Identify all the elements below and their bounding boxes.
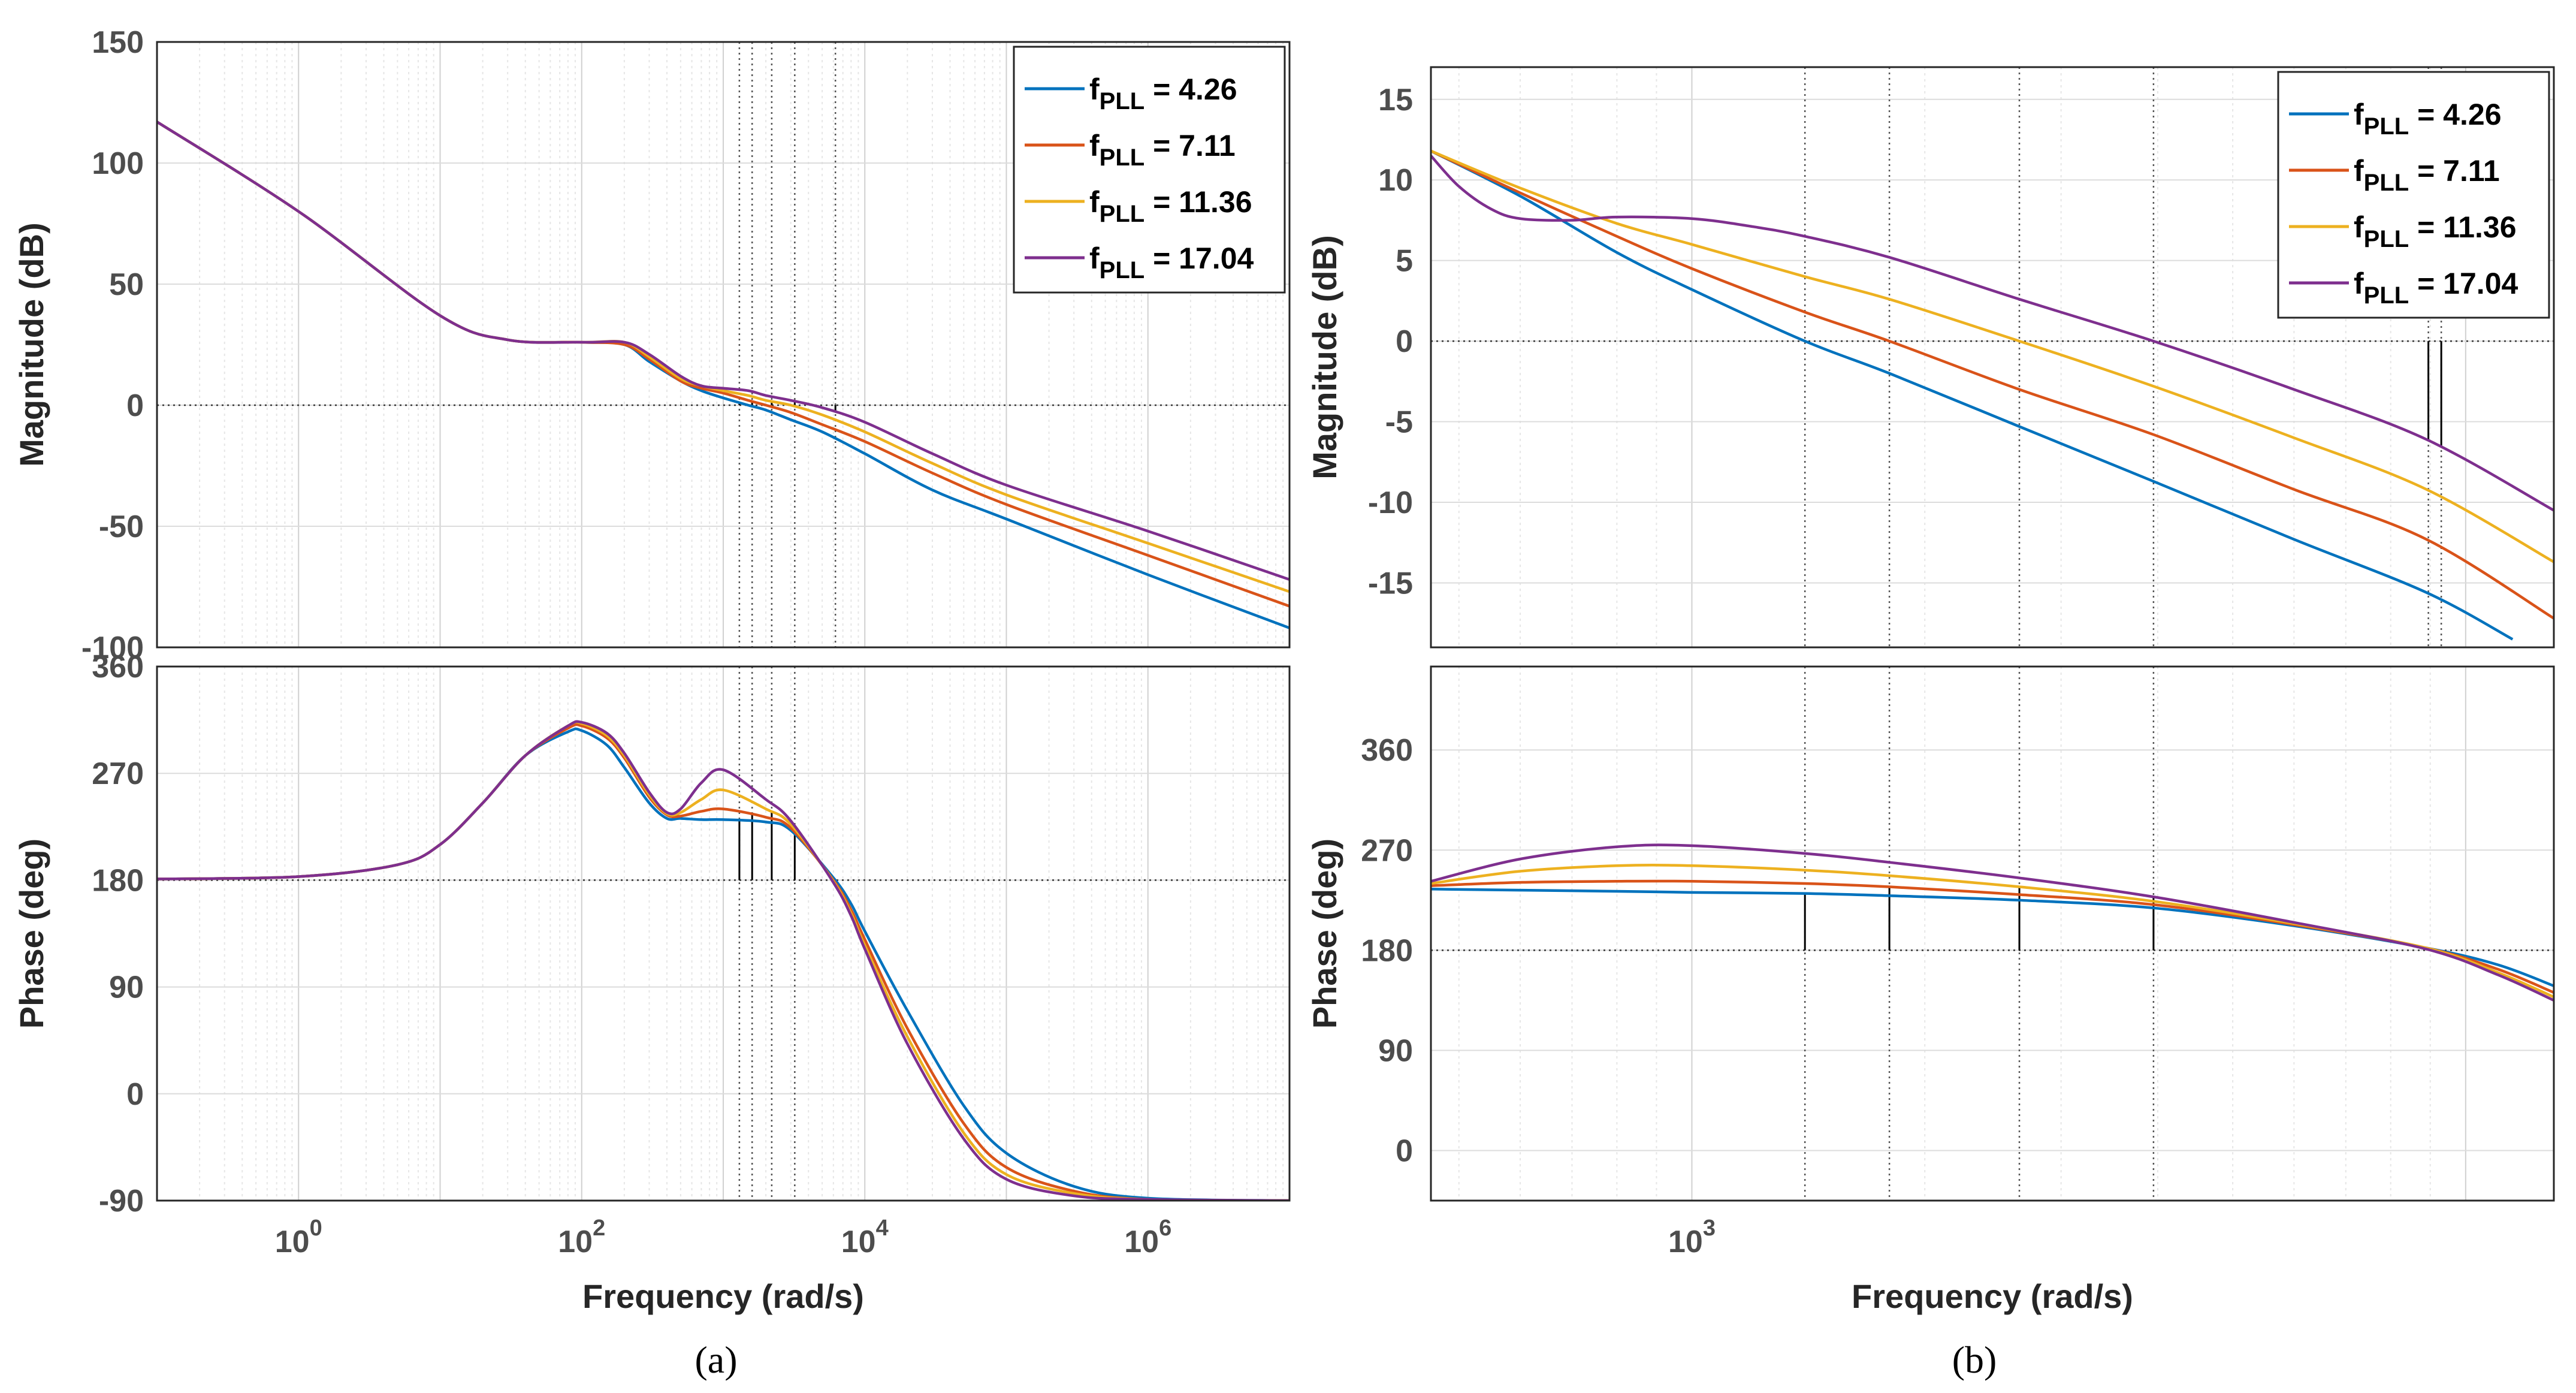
legend: fPLL = 4.26 fPLL = 7.11 fPLL = 11.36 fPLL =… xyxy=(2277,71,2550,319)
y-tick-label: 50 xyxy=(109,267,144,302)
y-axis-label: Magnitude (dB) xyxy=(1306,235,1343,479)
x-tick-label: 102 xyxy=(558,1216,605,1259)
legend-entry-1: fPLL = 4.26 xyxy=(2354,98,2502,140)
y-axis-label: Phase (deg) xyxy=(13,839,50,1029)
x-tick-label: 106 xyxy=(1124,1216,1171,1259)
legend-entry-1: fPLL = 4.26 xyxy=(1089,73,1237,114)
panel-a-magnitude: 150 100 50 0 -50 -100 Magnitude (dB) fPLL = 4.2… xyxy=(13,25,1291,665)
plot-area xyxy=(1431,667,2554,1201)
y-axis-label: Phase (deg) xyxy=(1306,839,1343,1029)
series-line-4 xyxy=(157,720,1289,1201)
y-tick-label: 100 xyxy=(92,146,144,181)
y-tick-label: 270 xyxy=(92,756,144,791)
crossover-markers xyxy=(1804,67,2442,647)
x-tick-label: 103 xyxy=(1668,1216,1716,1259)
legend-entry-2: fPLL = 7.11 xyxy=(1089,129,1236,171)
y-tick-label: 0 xyxy=(126,388,144,423)
grid xyxy=(1431,667,2554,1201)
series-line-4 xyxy=(1431,843,2554,1002)
series-line-1 xyxy=(1431,149,2514,641)
panel-b-phase: 360 270 180 90 0 Phase (deg) 103 Frequency (rad… xyxy=(1306,665,2555,1315)
y-tick-label: 5 xyxy=(1396,244,1413,279)
y-tick-label: 10 xyxy=(1378,163,1413,198)
y-tick-label: 15 xyxy=(1378,83,1413,117)
series-group xyxy=(1431,843,2554,1002)
y-tick-label: 90 xyxy=(109,970,144,1005)
y-tick-label: 0 xyxy=(1396,1133,1413,1168)
legend: fPLL = 4.26 fPLL = 7.11 fPLL = 11.36 fPLL =… xyxy=(1013,46,1286,294)
axis-box xyxy=(156,41,1291,649)
crossover-markers xyxy=(1804,667,2155,1201)
y-tick-label: 180 xyxy=(1361,933,1413,968)
axis-box xyxy=(156,665,1291,1202)
series-line-4 xyxy=(1431,155,2554,512)
y-tick-label: 0 xyxy=(126,1077,144,1112)
caption-b: (b) xyxy=(1952,1338,1997,1381)
y-tick-label: -90 xyxy=(99,1184,144,1219)
y-tick-label: -15 xyxy=(1368,566,1413,601)
y-tick-label: 360 xyxy=(92,650,144,685)
x-axis-label: Frequency (rad/s) xyxy=(582,1277,864,1315)
legend-entry-3: fPLL = 11.36 xyxy=(2354,210,2517,252)
y-tick-label: -5 xyxy=(1385,405,1413,440)
caption-a: (a) xyxy=(694,1338,737,1381)
y-axis-label: Magnitude (dB) xyxy=(13,222,50,466)
y-tick-label: -100 xyxy=(81,631,144,665)
series-group xyxy=(1431,149,2554,641)
legend-entry-4: fPLL = 17.04 xyxy=(2354,267,2518,309)
panel-a-phase: 360 270 180 90 0 -90 Phase (deg) 100 102 104 106 Fr… xyxy=(13,650,1291,1315)
series-line-2 xyxy=(1431,149,2554,620)
x-tick-label: 100 xyxy=(275,1216,322,1259)
y-tick-label: 360 xyxy=(1361,733,1413,768)
legend-entry-2: fPLL = 7.11 xyxy=(2354,154,2500,196)
y-tick-label: 0 xyxy=(1396,324,1413,359)
x-tick-label: 104 xyxy=(841,1216,889,1259)
series-group xyxy=(157,720,1289,1201)
y-tick-label: 150 xyxy=(92,25,144,60)
series-group xyxy=(157,120,1289,629)
y-tick-label: -10 xyxy=(1368,486,1413,520)
y-tick-label: 180 xyxy=(92,863,144,898)
x-axis-label: Frequency (rad/s) xyxy=(1852,1277,2133,1315)
y-tick-label: 90 xyxy=(1378,1033,1413,1068)
series-line-4 xyxy=(157,120,1289,581)
legend-entry-3: fPLL = 11.36 xyxy=(1089,185,1252,227)
y-tick-label: -50 xyxy=(99,509,144,544)
axis-box xyxy=(1430,66,2555,649)
y-tick-label: 270 xyxy=(1361,833,1413,868)
legend-entry-4: fPLL = 17.04 xyxy=(1089,242,1254,284)
axis-box xyxy=(1430,665,2555,1202)
